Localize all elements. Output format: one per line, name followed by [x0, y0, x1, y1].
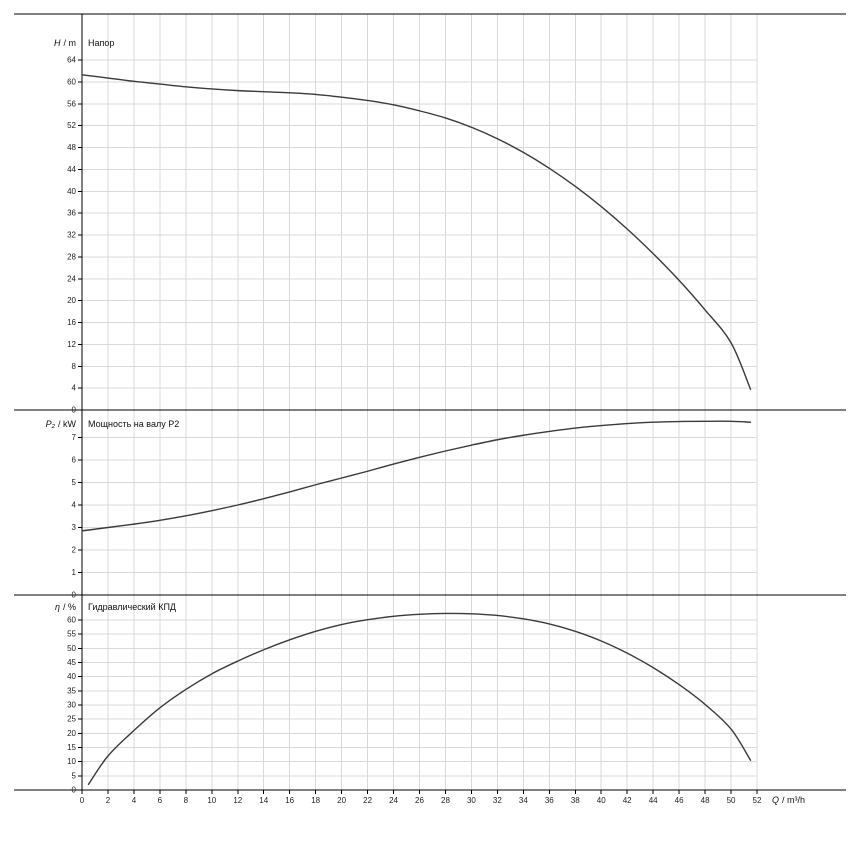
- svg-text:55: 55: [67, 630, 76, 639]
- svg-text:52: 52: [753, 796, 762, 805]
- svg-text:0: 0: [80, 796, 85, 805]
- svg-text:36: 36: [545, 796, 554, 805]
- svg-text:22: 22: [363, 796, 372, 805]
- svg-text:32: 32: [67, 231, 76, 240]
- chart-generated-layers: 0481216202428323640444852566064012345670…: [14, 13, 846, 806]
- svg-text:12: 12: [233, 796, 242, 805]
- svg-text:28: 28: [441, 796, 450, 805]
- svg-text:5: 5: [72, 771, 77, 780]
- svg-text:18: 18: [311, 796, 320, 805]
- svg-text:50: 50: [67, 644, 76, 653]
- svg-text:8: 8: [72, 362, 77, 371]
- svg-text:5: 5: [72, 478, 77, 487]
- svg-text:40: 40: [67, 672, 76, 681]
- svg-text:2: 2: [106, 796, 111, 805]
- svg-text:24: 24: [389, 796, 398, 805]
- svg-text:10: 10: [67, 757, 76, 766]
- svg-text:30: 30: [67, 701, 76, 710]
- panel-title-efficiency: Гидравлический КПД: [88, 602, 176, 612]
- svg-text:35: 35: [67, 686, 76, 695]
- svg-text:44: 44: [649, 796, 658, 805]
- svg-text:6: 6: [72, 456, 77, 465]
- svg-text:30: 30: [467, 796, 476, 805]
- svg-text:26: 26: [415, 796, 424, 805]
- svg-text:0: 0: [72, 786, 77, 795]
- curves: [81, 74, 752, 786]
- svg-text:50: 50: [727, 796, 736, 805]
- svg-text:44: 44: [67, 165, 76, 174]
- efficiency-y-axis-label: η / %: [55, 602, 76, 612]
- svg-text:46: 46: [675, 796, 684, 805]
- svg-text:0: 0: [72, 406, 77, 415]
- svg-text:28: 28: [67, 252, 76, 261]
- svg-text:0: 0: [72, 591, 77, 600]
- svg-text:25: 25: [67, 715, 76, 724]
- tick-labels: 0481216202428323640444852566064012345670…: [67, 56, 762, 806]
- svg-text:10: 10: [207, 796, 216, 805]
- efficiency-curve: [87, 612, 752, 786]
- svg-text:36: 36: [67, 209, 76, 218]
- svg-text:3: 3: [72, 523, 77, 532]
- svg-text:12: 12: [67, 340, 76, 349]
- svg-text:20: 20: [67, 296, 76, 305]
- axes-and-frames: [14, 13, 846, 794]
- svg-text:45: 45: [67, 658, 76, 667]
- head-y-axis-label: H / m: [54, 38, 76, 48]
- svg-text:16: 16: [67, 318, 76, 327]
- svg-text:20: 20: [67, 729, 76, 738]
- svg-text:40: 40: [597, 796, 606, 805]
- svg-text:64: 64: [67, 56, 76, 65]
- svg-text:42: 42: [623, 796, 632, 805]
- svg-text:6: 6: [158, 796, 163, 805]
- svg-text:2: 2: [72, 546, 77, 555]
- svg-text:38: 38: [571, 796, 580, 805]
- power-curve: [81, 420, 752, 532]
- svg-text:24: 24: [67, 274, 76, 283]
- svg-text:15: 15: [67, 743, 76, 752]
- power-y-axis-label: P₂ / kW: [46, 419, 77, 429]
- svg-text:7: 7: [72, 433, 77, 442]
- svg-text:4: 4: [132, 796, 137, 805]
- svg-text:40: 40: [67, 187, 76, 196]
- svg-text:16: 16: [285, 796, 294, 805]
- svg-text:20: 20: [337, 796, 346, 805]
- svg-text:4: 4: [72, 384, 77, 393]
- svg-text:48: 48: [67, 143, 76, 152]
- svg-text:1: 1: [72, 568, 77, 577]
- grid-lines: [82, 14, 758, 790]
- panel-title-head: Напор: [88, 38, 114, 48]
- svg-text:60: 60: [67, 77, 76, 86]
- svg-text:56: 56: [67, 99, 76, 108]
- svg-text:34: 34: [519, 796, 528, 805]
- head-curve: [81, 74, 752, 390]
- svg-text:8: 8: [184, 796, 189, 805]
- x-axis-label: Q / m³/h: [772, 795, 805, 805]
- svg-text:52: 52: [67, 121, 76, 130]
- svg-text:14: 14: [259, 796, 268, 805]
- svg-text:48: 48: [701, 796, 710, 805]
- svg-text:60: 60: [67, 616, 76, 625]
- svg-text:4: 4: [72, 501, 77, 510]
- panel-title-power: Мощность на валу P2: [88, 419, 179, 429]
- svg-text:32: 32: [493, 796, 502, 805]
